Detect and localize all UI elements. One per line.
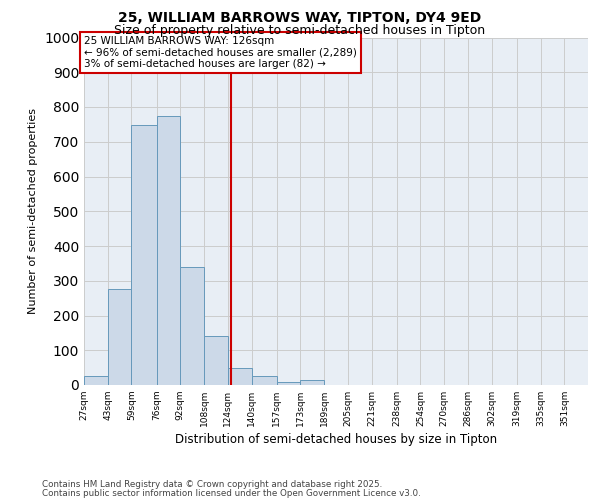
Bar: [84, 376, 108, 385]
Bar: [301, 380, 324, 385]
X-axis label: Distribution of semi-detached houses by size in Tipton: Distribution of semi-detached houses by …: [175, 433, 497, 446]
Bar: [108, 290, 131, 385]
Bar: [204, 336, 228, 385]
Bar: [251, 376, 277, 385]
Text: Contains public sector information licensed under the Open Government Licence v3: Contains public sector information licen…: [42, 489, 421, 498]
Text: Contains HM Land Registry data © Crown copyright and database right 2025.: Contains HM Land Registry data © Crown c…: [42, 480, 382, 489]
Text: Size of property relative to semi-detached houses in Tipton: Size of property relative to semi-detach…: [115, 24, 485, 37]
Bar: [277, 382, 301, 385]
Bar: [157, 116, 181, 385]
Text: 25 WILLIAM BARROWS WAY: 126sqm
← 96% of semi-detached houses are smaller (2,289): 25 WILLIAM BARROWS WAY: 126sqm ← 96% of …: [84, 36, 357, 69]
Text: 25, WILLIAM BARROWS WAY, TIPTON, DY4 9ED: 25, WILLIAM BARROWS WAY, TIPTON, DY4 9ED: [118, 11, 482, 25]
Bar: [228, 368, 251, 385]
Y-axis label: Number of semi-detached properties: Number of semi-detached properties: [28, 108, 38, 314]
Bar: [131, 125, 157, 385]
Bar: [181, 267, 204, 385]
